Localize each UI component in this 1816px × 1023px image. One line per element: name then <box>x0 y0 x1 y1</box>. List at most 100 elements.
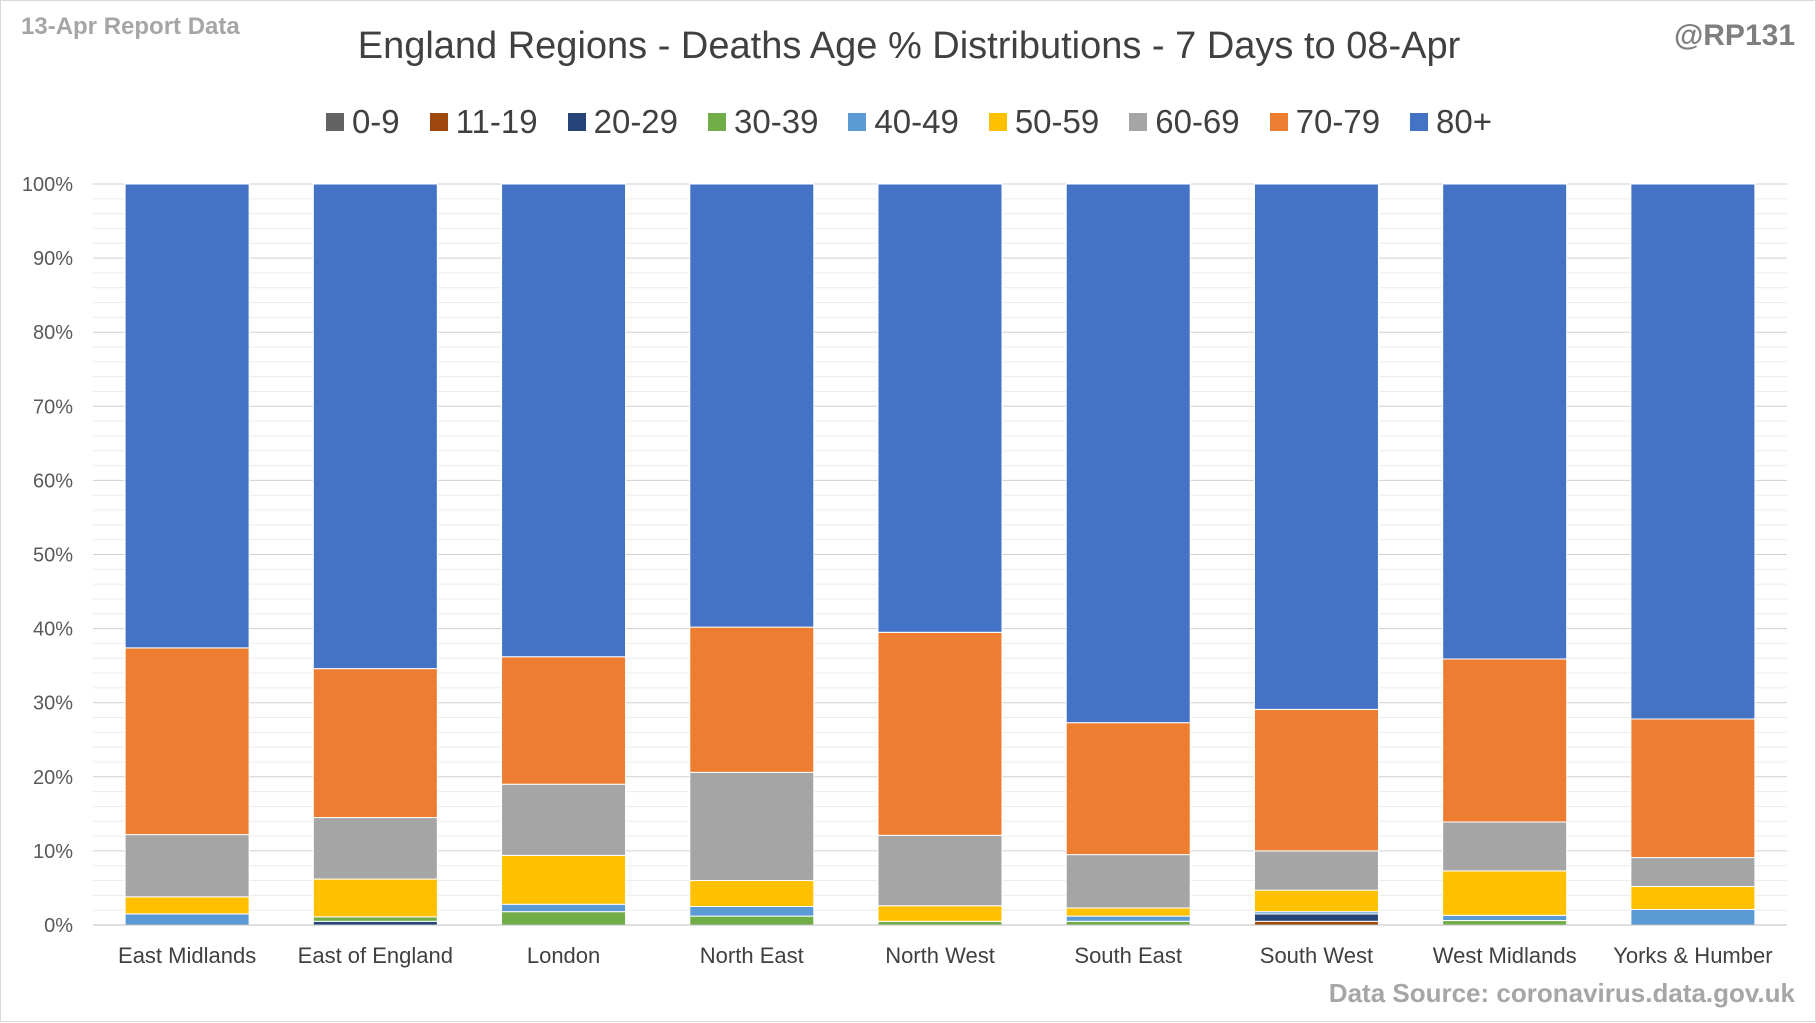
legend-label: 80+ <box>1436 103 1493 140</box>
bar-segment-50-59 <box>312 878 438 918</box>
bar-segment-20-29 <box>1253 913 1379 922</box>
legend-item: 70-79 <box>1269 103 1381 141</box>
bar-segment-30-39 <box>1442 920 1568 926</box>
legend-swatch <box>1129 113 1148 131</box>
legend-label: 20-29 <box>593 103 679 140</box>
legend-swatch <box>325 113 344 131</box>
bar-segment-50-59 <box>877 905 1003 922</box>
bar-segment-80+ <box>689 183 815 628</box>
bar-segment-60-69 <box>1253 850 1379 891</box>
legend-item: 80+ <box>1410 103 1492 141</box>
y-tick-label: 80% <box>33 322 73 344</box>
bar-segment-80+ <box>124 183 250 649</box>
bar-segment-40-49 <box>501 903 627 913</box>
bar-segment-11-19 <box>1253 920 1379 926</box>
legend-label: 30-39 <box>734 103 819 140</box>
x-category-label: North East <box>700 943 804 968</box>
bar-segment-60-69 <box>877 834 1003 907</box>
bar-segment-50-59 <box>1253 889 1379 913</box>
x-category-label: West Midlands <box>1433 943 1577 968</box>
legend-item: 0-9 <box>325 103 400 141</box>
legend-label: 0-9 <box>351 103 400 140</box>
y-tick-label: 60% <box>33 470 73 492</box>
bar-segment-80+ <box>877 183 1003 633</box>
legend-swatch <box>708 113 727 131</box>
legend-label: 60-69 <box>1155 103 1240 140</box>
x-category-label: East Midlands <box>118 943 256 968</box>
legend-item: 30-39 <box>708 103 818 141</box>
legend-swatch <box>988 113 1007 131</box>
bar-segment-60-69 <box>1065 854 1191 909</box>
bar-segment-30-39 <box>877 920 1003 926</box>
bar-segment-70-79 <box>1630 718 1756 859</box>
legend-item: 50-59 <box>988 103 1100 141</box>
bar-segment-70-79 <box>1253 708 1379 852</box>
y-tick-label: 40% <box>33 619 73 641</box>
y-tick-label: 90% <box>33 248 73 270</box>
legend-label: 50-59 <box>1014 103 1100 140</box>
bar-segment-50-59 <box>689 880 815 907</box>
legend-label: 11-19 <box>455 103 538 140</box>
bar-segment-50-59 <box>1442 870 1568 916</box>
bar-segment-60-69 <box>1630 857 1756 887</box>
x-category-label: East of England <box>298 943 453 968</box>
x-category-label: South West <box>1260 943 1373 968</box>
bar-segment-40-49 <box>1630 908 1756 926</box>
bar-segment-80+ <box>1442 183 1568 660</box>
x-category-label: London <box>527 943 600 968</box>
y-tick-label: 30% <box>33 693 73 715</box>
y-tick-label: 10% <box>33 841 73 863</box>
legend-swatch <box>1269 113 1288 131</box>
legend-item: 11-19 <box>429 103 538 141</box>
legend-item: 40-49 <box>848 103 959 141</box>
bar-segment-50-59 <box>501 854 627 905</box>
x-category-label: Yorks & Humber <box>1613 943 1772 968</box>
legend-swatch <box>1410 113 1429 131</box>
report-date-label: 13-Apr Report Data <box>21 13 240 40</box>
bar-segment-40-49 <box>1065 915 1191 922</box>
y-tick-label: 50% <box>33 545 73 567</box>
bar-segment-40-49 <box>1442 914 1568 922</box>
bar-segment-80+ <box>1253 183 1379 710</box>
y-tick-label: 0% <box>44 915 73 937</box>
y-tick-label: 100% <box>22 174 73 196</box>
bar-segment-40-49 <box>124 913 250 926</box>
legend-swatch <box>567 113 586 131</box>
author-handle: @RP131 <box>1674 19 1795 52</box>
legend: 0-9 11-19 20-29 30-39 40-49 50-59 60-69 70-79 80… <box>1 103 1816 141</box>
bar-segment-50-59 <box>1065 907 1191 917</box>
bar-segment-70-79 <box>689 626 815 773</box>
bar-segment-60-69 <box>689 771 815 882</box>
x-category-label: South East <box>1074 943 1182 968</box>
bar-segment-70-79 <box>1442 658 1568 823</box>
bar-segment-20-29 <box>312 920 438 926</box>
legend-label: 70-79 <box>1295 103 1381 140</box>
bar-segment-30-39 <box>312 916 438 922</box>
bar-segment-80+ <box>501 183 627 658</box>
chart-title: England Regions - Deaths Age % Distribut… <box>357 25 1461 67</box>
data-source-label: Data Source: coronavirus.data.gov.uk <box>1328 978 1795 1008</box>
legend-swatch <box>429 113 448 131</box>
legend-item: 20-29 <box>567 103 679 141</box>
bar-segment-80+ <box>312 183 438 670</box>
bar-segment-50-59 <box>124 896 250 915</box>
bar-segment-60-69 <box>501 783 627 856</box>
bar-segment-30-39 <box>1065 920 1191 926</box>
bar-segment-30-39 <box>501 911 627 926</box>
legend-label: 40-49 <box>874 103 959 140</box>
x-category-label: North West <box>885 943 995 968</box>
bar-segment-80+ <box>1065 183 1191 724</box>
y-tick-label: 20% <box>33 767 73 789</box>
bar-segment-30-39 <box>689 915 815 926</box>
y-tick-label: 70% <box>33 396 73 418</box>
bar-segment-60-69 <box>124 834 250 898</box>
bar-segment-70-79 <box>124 647 250 836</box>
legend-swatch <box>848 113 867 131</box>
bar-segment-70-79 <box>1065 722 1191 856</box>
bar-segment-70-79 <box>312 668 438 819</box>
bar-segment-60-69 <box>1442 821 1568 872</box>
bar-segment-50-59 <box>1630 885 1756 910</box>
bar-segment-70-79 <box>877 631 1003 836</box>
